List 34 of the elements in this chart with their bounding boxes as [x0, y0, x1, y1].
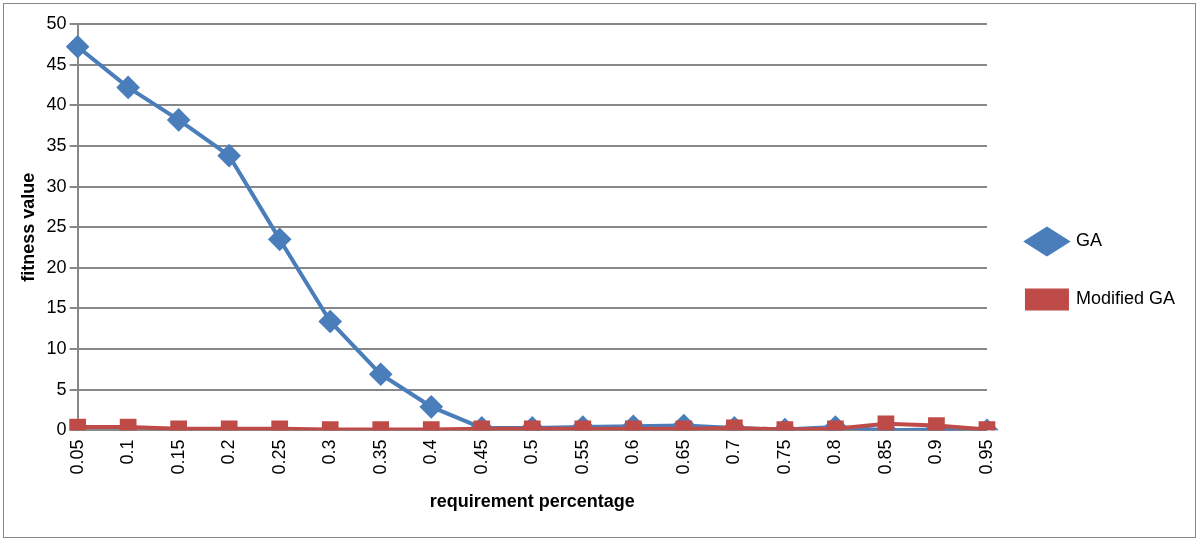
y-tick-label: 10: [46, 338, 67, 359]
y-axis-title: fitness value: [17, 172, 38, 282]
x-tick-label: 0.5: [521, 439, 542, 465]
y-tick-label: 0: [56, 419, 67, 440]
x-tick-label: 0.2: [218, 439, 239, 465]
x-tick-label: 0.15: [167, 439, 188, 475]
x-tick-label: 0.65: [672, 439, 693, 475]
x-tick-label: 0.25: [268, 439, 289, 475]
x-tick-label: 0.95: [975, 439, 996, 475]
x-tick-label: 0.35: [369, 439, 390, 475]
x-tick-label: 0.05: [66, 439, 87, 475]
x-tick-label: 0.4: [420, 439, 441, 465]
x-tick-label: 0.55: [571, 439, 592, 475]
x-tick-label: 0.8: [824, 439, 845, 465]
x-tick-label: 0.6: [622, 439, 643, 465]
y-tick-label: 25: [46, 216, 67, 237]
x-tick-label: 0.45: [470, 439, 491, 475]
x-tick-label: 0.9: [925, 439, 946, 465]
x-tick-label: 0.75: [773, 439, 794, 475]
y-tick-label: 30: [46, 175, 67, 196]
x-tick-label: 0.1: [117, 439, 138, 465]
x-axis-title: requirement percentage: [429, 491, 635, 512]
y-tick-label: 5: [56, 378, 67, 399]
legend-label: Modified GA: [1075, 288, 1175, 309]
y-tick-label: 20: [46, 256, 67, 277]
y-tick-label: 35: [46, 134, 67, 155]
y-tick-label: 15: [46, 297, 67, 318]
legend-label: GA: [1075, 230, 1102, 251]
x-tick-label: 0.85: [874, 439, 895, 475]
y-tick-label: 45: [46, 53, 67, 74]
y-tick-label: 50: [46, 12, 67, 33]
x-tick-label: 0.3: [319, 439, 340, 465]
y-tick-label: 40: [46, 94, 67, 115]
x-tick-label: 0.7: [723, 439, 744, 465]
